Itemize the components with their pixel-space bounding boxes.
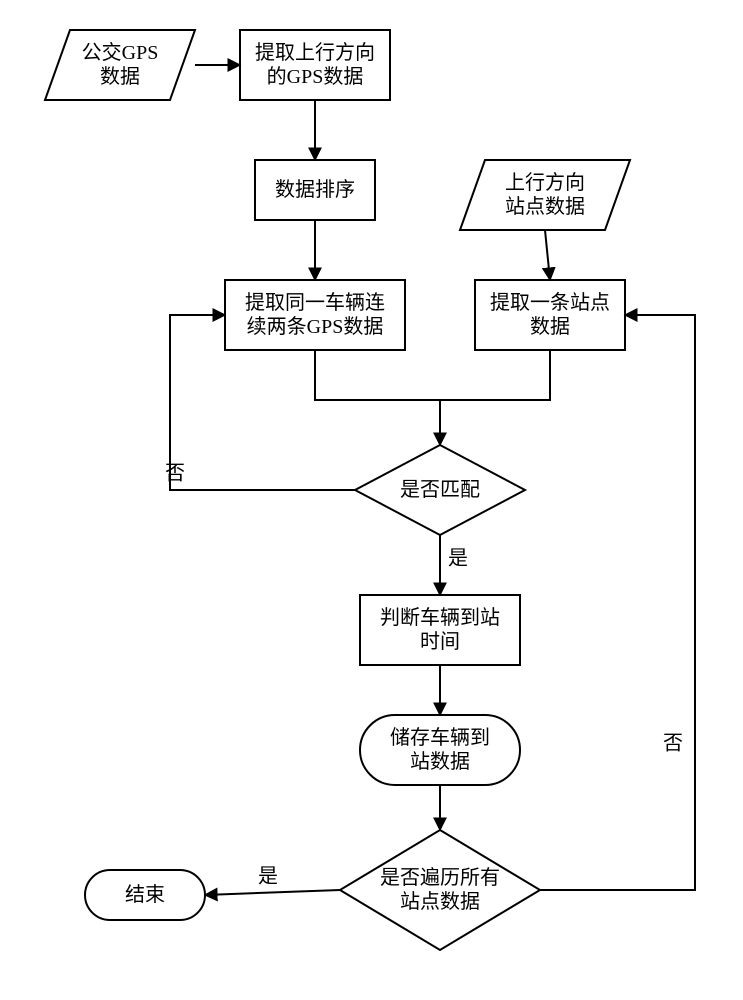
svg-text:数据: 数据 [530,315,570,338]
svg-text:数据: 数据 [100,65,140,88]
svg-text:续两条GPS数据: 续两条GPS数据 [247,315,384,338]
svg-text:是否匹配: 是否匹配 [400,479,480,501]
svg-text:否: 否 [165,463,185,485]
svg-text:是: 是 [448,548,468,570]
svg-text:提取一条站点: 提取一条站点 [490,291,610,314]
svg-text:结束: 结束 [125,883,165,906]
svg-text:的GPS数据: 的GPS数据 [267,65,364,88]
svg-text:提取上行方向: 提取上行方向 [255,41,375,64]
svg-text:否: 否 [663,733,683,755]
svg-text:站数据: 站数据 [410,750,470,773]
svg-text:数据排序: 数据排序 [275,178,355,201]
svg-text:上行方向: 上行方向 [505,171,585,194]
svg-text:公交GPS: 公交GPS [82,41,159,64]
svg-text:时间: 时间 [420,630,460,653]
svg-text:判断车辆到站: 判断车辆到站 [380,606,500,629]
svg-text:站点数据: 站点数据 [400,890,480,913]
svg-text:是: 是 [258,866,278,888]
svg-text:提取同一车辆连: 提取同一车辆连 [245,291,385,314]
svg-text:站点数据: 站点数据 [505,195,585,218]
svg-text:储存车辆到: 储存车辆到 [390,726,490,749]
svg-text:是否遍历所有: 是否遍历所有 [380,866,500,889]
